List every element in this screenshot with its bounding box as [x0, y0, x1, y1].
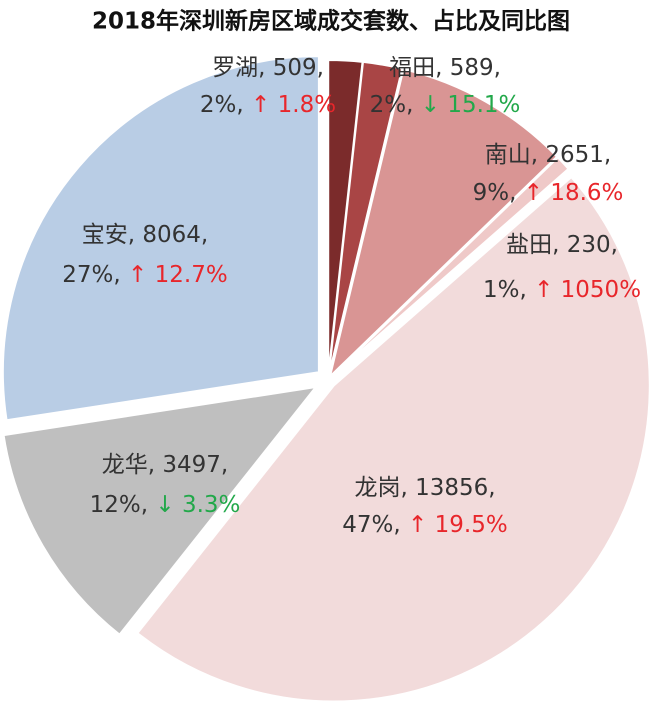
slice-value: 509: [273, 55, 317, 81]
slice-label: 宝安, 8064,: [82, 222, 208, 248]
yoy-label: 19.5%: [435, 512, 508, 538]
trend-arrow: ↑: [251, 92, 278, 118]
trend-arrow: ↑: [534, 277, 561, 303]
separator: ,: [531, 142, 546, 168]
pie-slice: [327, 60, 404, 377]
slice-label: 盐田, 230,: [506, 232, 618, 258]
slice-label: 27%, ↑ 12.7%: [62, 262, 227, 288]
slice-label: 1%, ↑ 1050%: [483, 277, 641, 303]
slice-label: 12%, ↓ 3.3%: [90, 492, 241, 518]
separator: ,: [552, 232, 567, 258]
slice-label: 福田, 589,: [389, 55, 501, 81]
chart-title: 2018年深圳新房区域成交套数、占比及同比图: [92, 8, 570, 35]
category-name: 盐田: [506, 232, 552, 258]
pie-slice: [1, 55, 320, 422]
share-label: 1%: [483, 277, 520, 303]
slice-label: 罗湖, 509,: [212, 55, 324, 81]
separator: ,: [494, 55, 501, 81]
category-name: 宝安: [82, 222, 128, 248]
separator: ,: [221, 452, 228, 478]
pie-slice: [136, 175, 651, 703]
slice-value: 3497: [162, 452, 221, 478]
slice-label: 南山, 2651,: [485, 142, 611, 168]
slice-label: 2%, ↓ 15.1%: [370, 92, 521, 118]
category-name: 龙华: [102, 452, 148, 478]
separator: ,: [236, 92, 251, 118]
slice-value: 589: [450, 55, 494, 81]
separator: ,: [400, 475, 415, 501]
yoy-label: 1.8%: [278, 92, 336, 118]
separator: ,: [509, 180, 524, 206]
pie-slice: [330, 156, 570, 379]
category-name: 龙岗: [354, 475, 400, 501]
slice-value: 13856: [415, 475, 488, 501]
trend-arrow: ↑: [524, 180, 551, 206]
slice-value: 230: [567, 232, 611, 258]
trend-arrow: ↓: [155, 492, 182, 518]
pie-slice: [2, 385, 319, 637]
slice-label: 47%, ↑ 19.5%: [342, 512, 507, 538]
separator: ,: [258, 55, 273, 81]
trend-arrow: ↑: [128, 262, 155, 288]
share-label: 2%: [200, 92, 237, 118]
category-name: 罗湖: [212, 55, 258, 81]
separator: ,: [611, 232, 618, 258]
slice-label: 龙岗, 13856,: [354, 475, 495, 501]
share-label: 12%: [90, 492, 141, 518]
separator: ,: [393, 512, 408, 538]
separator: ,: [488, 475, 495, 501]
yoy-label: 18.6%: [550, 180, 623, 206]
slice-label: 9%, ↑ 18.6%: [473, 180, 624, 206]
yoy-label: 12.7%: [155, 262, 228, 288]
yoy-label: 3.3%: [182, 492, 240, 518]
share-label: 9%: [473, 180, 510, 206]
separator: ,: [317, 55, 324, 81]
slice-label: 2%, ↑ 1.8%: [200, 92, 336, 118]
separator: ,: [604, 142, 611, 168]
separator: ,: [201, 222, 208, 248]
trend-arrow: ↑: [408, 512, 435, 538]
pie-slice: [328, 67, 559, 380]
share-label: 27%: [62, 262, 113, 288]
separator: ,: [148, 452, 163, 478]
separator: ,: [113, 262, 128, 288]
separator: ,: [519, 277, 534, 303]
category-name: 南山: [485, 142, 531, 168]
slice-value: 2651: [545, 142, 604, 168]
trend-arrow: ↓: [421, 92, 448, 118]
separator: ,: [128, 222, 143, 248]
yoy-label: 1050%: [561, 277, 641, 303]
share-label: 2%: [370, 92, 407, 118]
slice-label: 龙华, 3497,: [102, 452, 228, 478]
separator: ,: [435, 55, 450, 81]
share-label: 47%: [342, 512, 393, 538]
yoy-label: 15.1%: [447, 92, 520, 118]
slice-value: 8064: [142, 222, 201, 248]
separator: ,: [141, 492, 156, 518]
separator: ,: [406, 92, 421, 118]
category-name: 福田: [389, 55, 435, 81]
